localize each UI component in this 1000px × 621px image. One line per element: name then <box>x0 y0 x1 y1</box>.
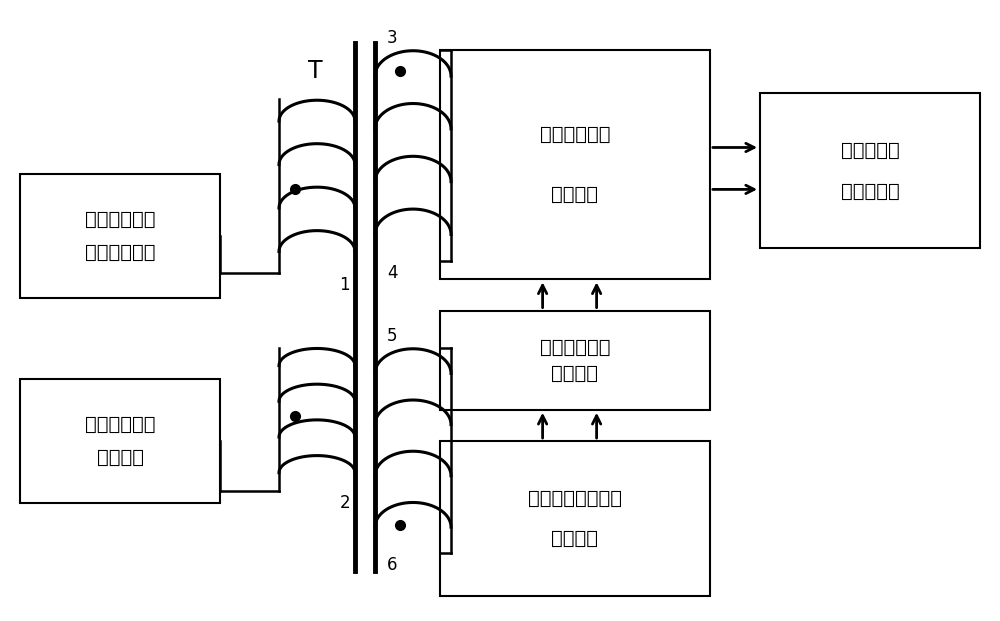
Text: 5: 5 <box>387 327 398 345</box>
Text: 负压电源变换控制: 负压电源变换控制 <box>528 489 622 508</box>
Text: 制电路单元: 制电路单元 <box>841 181 899 201</box>
Text: 6: 6 <box>387 556 398 574</box>
Bar <box>760 93 980 248</box>
Text: 2: 2 <box>339 494 350 512</box>
Text: 控制电路单元: 控制电路单元 <box>85 243 155 261</box>
Text: 驱动整形控制: 驱动整形控制 <box>540 125 610 144</box>
Text: 电路单元: 电路单元 <box>97 448 144 466</box>
Text: T: T <box>308 60 322 83</box>
Bar <box>440 310 710 410</box>
Text: 电路单元: 电路单元 <box>552 529 598 548</box>
Text: 尖峰抑制控: 尖峰抑制控 <box>841 141 899 160</box>
Text: 3: 3 <box>387 29 398 47</box>
Text: 电路单元: 电路单元 <box>552 364 598 383</box>
Text: 4: 4 <box>387 264 398 282</box>
Text: 1: 1 <box>339 276 350 294</box>
Text: 负压钳位控制: 负压钳位控制 <box>540 338 610 356</box>
Bar <box>20 174 220 298</box>
Bar <box>20 379 220 503</box>
Text: 增强驱动电流: 增强驱动电流 <box>85 211 155 229</box>
Bar <box>440 441 710 596</box>
Text: 电路单元: 电路单元 <box>552 185 598 204</box>
Text: 去磁复位控制: 去磁复位控制 <box>85 415 155 434</box>
Bar <box>440 50 710 279</box>
